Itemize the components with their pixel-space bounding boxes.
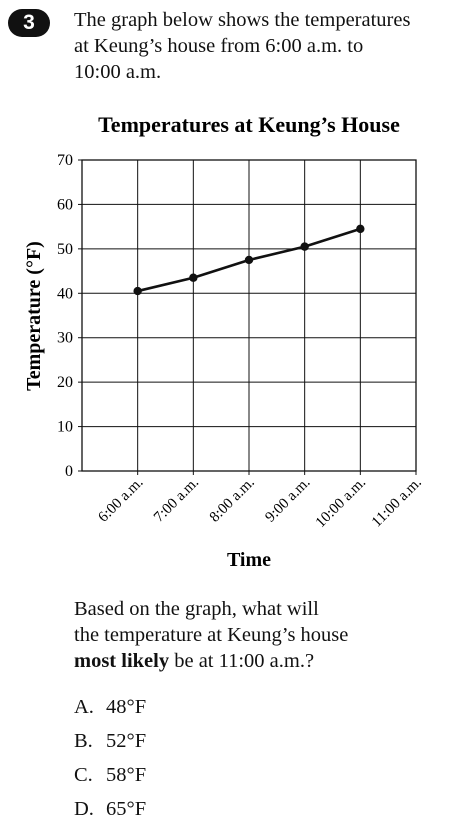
choice-a[interactable]: A. 48°F xyxy=(74,694,146,728)
answer-choices: A. 48°F B. 52°F C. 58°F D. 65°F xyxy=(74,694,146,830)
x-tick-label: 6:00 a.m. xyxy=(95,475,146,526)
choice-b[interactable]: B. 52°F xyxy=(74,728,146,762)
x-tick-label: 8:00 a.m. xyxy=(207,475,258,526)
prompt-rest: be at 11:00 a.m.? xyxy=(169,650,315,672)
choice-text: 58°F xyxy=(106,764,147,786)
x-tick-label: 7:00 a.m. xyxy=(151,475,202,526)
temperature-line-chart: Temperatures at Keung’s House 0 10 20 30 40 5… xyxy=(23,112,425,571)
y-tick-label: 70 xyxy=(57,152,73,169)
choice-letter: A. xyxy=(74,696,94,718)
chart-title: Temperatures at Keung’s House xyxy=(98,112,400,137)
y-tick-label: 60 xyxy=(57,196,73,213)
data-point xyxy=(189,273,198,282)
choice-d[interactable]: D. 65°F xyxy=(74,796,146,830)
intro-line: 10:00 a.m. xyxy=(74,61,162,83)
choice-text: 65°F xyxy=(106,798,147,820)
x-axis-label: Time xyxy=(227,549,271,571)
prompt-line: Based on the graph, what will xyxy=(74,598,319,620)
prompt-line: most likely be at 11:00 a.m.? xyxy=(74,648,434,674)
y-tick-label: 20 xyxy=(57,374,73,391)
y-axis-ticks: 0 10 20 30 40 50 60 70 xyxy=(57,152,82,480)
question-number-badge: 3 xyxy=(8,9,50,37)
x-tick-label: 9:00 a.m. xyxy=(262,475,313,526)
data-point xyxy=(300,242,309,251)
y-axis-label: Temperature (°F) xyxy=(23,241,45,391)
chart-grid xyxy=(81,159,417,472)
choice-text: 52°F xyxy=(106,730,147,752)
choice-c[interactable]: C. 58°F xyxy=(74,762,146,796)
x-axis-ticks: 6:00 a.m. 7:00 a.m. 8:00 a.m. 9:00 a.m. 10:0… xyxy=(95,471,425,531)
x-tick-label: 10:00 a.m. xyxy=(313,475,369,531)
choice-letter: C. xyxy=(74,764,93,786)
y-tick-label: 30 xyxy=(57,330,73,347)
data-point xyxy=(356,224,365,234)
intro-line: The graph below shows the temperatures xyxy=(74,9,411,31)
y-tick-label: 40 xyxy=(57,285,73,302)
data-point xyxy=(244,255,254,265)
choice-letter: B. xyxy=(74,730,93,752)
x-tick-label: 11:00 a.m. xyxy=(369,475,425,531)
question-prompt: Based on the graph, what will the temper… xyxy=(74,596,434,674)
data-series xyxy=(133,224,365,296)
y-tick-label: 0 xyxy=(65,463,73,480)
intro-line: at Keung’s house from 6:00 a.m. to xyxy=(74,35,364,57)
y-tick-label: 50 xyxy=(57,241,73,258)
data-point xyxy=(133,286,142,296)
y-tick-label: 10 xyxy=(57,419,73,436)
prompt-line: the temperature at Keung’s house xyxy=(74,624,349,646)
question-intro: The graph below shows the temperatures a… xyxy=(74,7,446,85)
prompt-emphasis: most likely xyxy=(74,650,170,672)
choice-text: 48°F xyxy=(106,696,147,718)
choice-letter: D. xyxy=(74,798,94,820)
